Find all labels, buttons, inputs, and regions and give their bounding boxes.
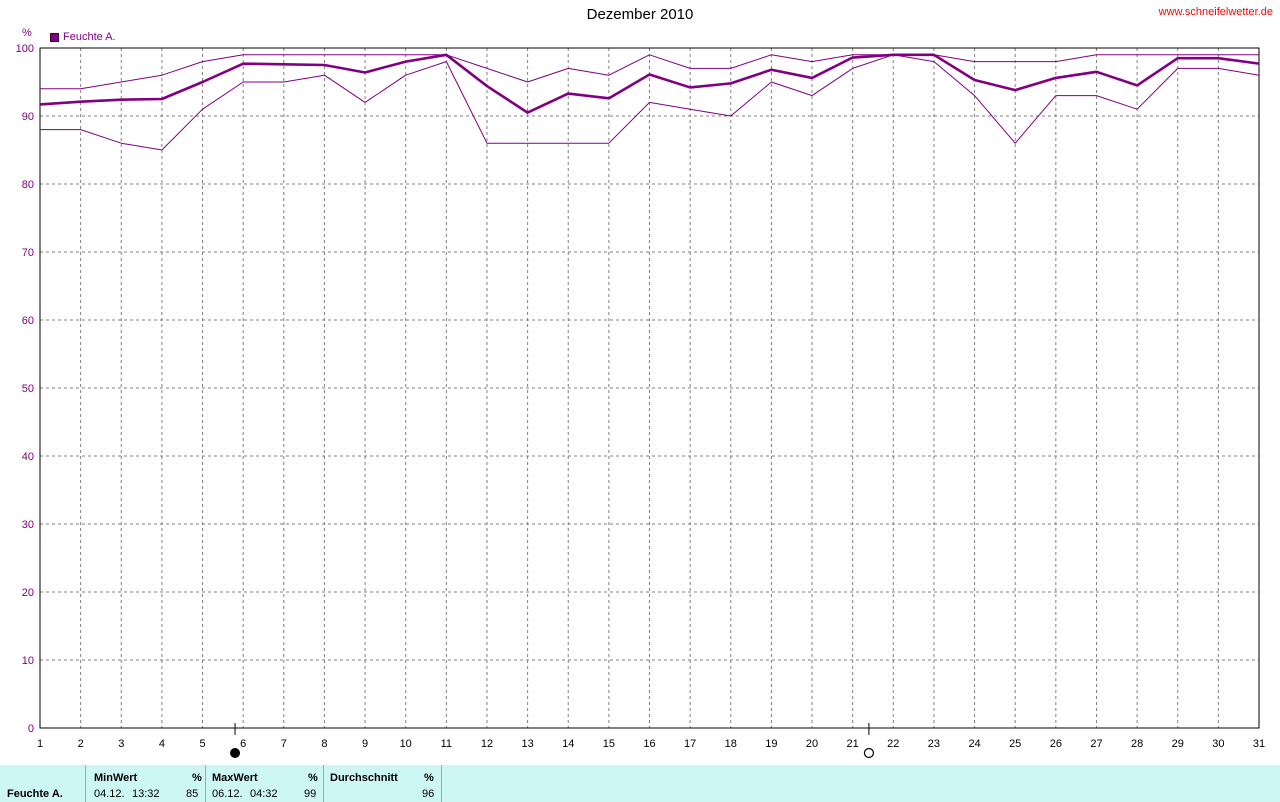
- x-tick-label: 26: [1050, 738, 1062, 750]
- x-tick-label: 29: [1172, 738, 1184, 750]
- x-tick-label: 4: [159, 738, 165, 750]
- x-tick-label: 31: [1253, 738, 1265, 750]
- legend: Feuchte A.: [50, 31, 116, 43]
- x-tick-label: 21: [847, 738, 859, 750]
- summary-min-cell: MinWert % 04.12. 13:32 85: [86, 765, 206, 802]
- y-tick-label: 70: [22, 247, 34, 259]
- summary-series-cell: Feuchte A.: [0, 765, 86, 802]
- summary-series-label: Feuchte A.: [7, 788, 63, 800]
- x-tick-label: 27: [1090, 738, 1102, 750]
- x-tick-label: 25: [1009, 738, 1021, 750]
- y-tick-label: 10: [22, 655, 34, 667]
- legend-label: Feuchte A.: [63, 31, 116, 43]
- x-tick-label: 14: [562, 738, 574, 750]
- min-time: 13:32: [132, 788, 160, 800]
- min-date: 04.12.: [94, 788, 125, 800]
- y-tick-label: 0: [28, 723, 34, 735]
- y-tick-label: 50: [22, 383, 34, 395]
- min-header: MinWert: [94, 772, 138, 784]
- x-tick-label: 6: [240, 738, 246, 750]
- x-tick-label: 8: [321, 738, 327, 750]
- y-tick-label: 80: [22, 179, 34, 191]
- x-tick-label: 22: [887, 738, 899, 750]
- series-lines: [39, 53, 1260, 151]
- max-time: 04:32: [250, 788, 278, 800]
- avg-unit: %: [424, 772, 434, 784]
- y-tick-label: 40: [22, 451, 34, 463]
- x-tick-label: 16: [643, 738, 655, 750]
- x-tick-label: 1: [37, 738, 43, 750]
- x-tick-label: 15: [603, 738, 615, 750]
- plot-frame: [39, 47, 1260, 729]
- full-moon-icon: [863, 747, 875, 759]
- x-tick-label: 3: [118, 738, 124, 750]
- max-value: 99: [304, 788, 317, 800]
- x-tick-label: 24: [968, 738, 980, 750]
- series-line-average: [39, 53, 1260, 114]
- x-tick-label: 5: [199, 738, 205, 750]
- x-tick-label: 20: [806, 738, 818, 750]
- grid: [40, 48, 1259, 728]
- x-tick-label: 2: [78, 738, 84, 750]
- moon-markers: [230, 723, 875, 759]
- summary-table: Feuchte A. MinWert % 04.12. 13:32 85 Max…: [0, 765, 1280, 802]
- legend-swatch: [50, 32, 59, 42]
- summary-max-cell: MaxWert % 06.12. 04:32 99: [206, 765, 324, 802]
- x-tick-label: 11: [441, 738, 452, 750]
- avg-header: Durchschnitt: [330, 772, 398, 784]
- x-tick-label: 13: [521, 738, 533, 750]
- x-tick-label: 18: [725, 738, 737, 750]
- min-value: 85: [186, 788, 199, 800]
- y-unit-label: %: [22, 27, 32, 39]
- x-tick-label: 12: [481, 738, 493, 750]
- x-tick-label: 23: [928, 738, 940, 750]
- y-tick-label: 100: [16, 43, 34, 55]
- chart-title: Dezember 2010: [586, 6, 694, 23]
- max-date: 06.12.: [212, 788, 243, 800]
- min-unit: %: [192, 772, 202, 784]
- y-tick-label: 30: [22, 519, 34, 531]
- avg-value: 96: [422, 788, 435, 800]
- summary-avg-cell: Durchschnitt % 96: [324, 765, 442, 802]
- site-link[interactable]: www.schneifelwetter.de: [1158, 6, 1273, 18]
- y-tick-label: 90: [22, 111, 34, 123]
- series-line-max: [40, 54, 1259, 90]
- x-tick-label: 19: [765, 738, 777, 750]
- x-tick-label: 9: [362, 738, 368, 750]
- max-header: MaxWert: [212, 772, 258, 784]
- max-unit: %: [308, 772, 318, 784]
- series-line-min: [40, 54, 1260, 151]
- x-tick-label: 7: [281, 738, 287, 750]
- x-tick-label: 10: [400, 738, 412, 750]
- y-tick-label: 60: [22, 315, 34, 327]
- x-tick-label: 30: [1212, 738, 1224, 750]
- x-tick-label: 28: [1131, 738, 1143, 750]
- x-tick-label: 17: [684, 738, 696, 750]
- y-tick-label: 20: [22, 587, 34, 599]
- new-moon-icon: [230, 748, 241, 758]
